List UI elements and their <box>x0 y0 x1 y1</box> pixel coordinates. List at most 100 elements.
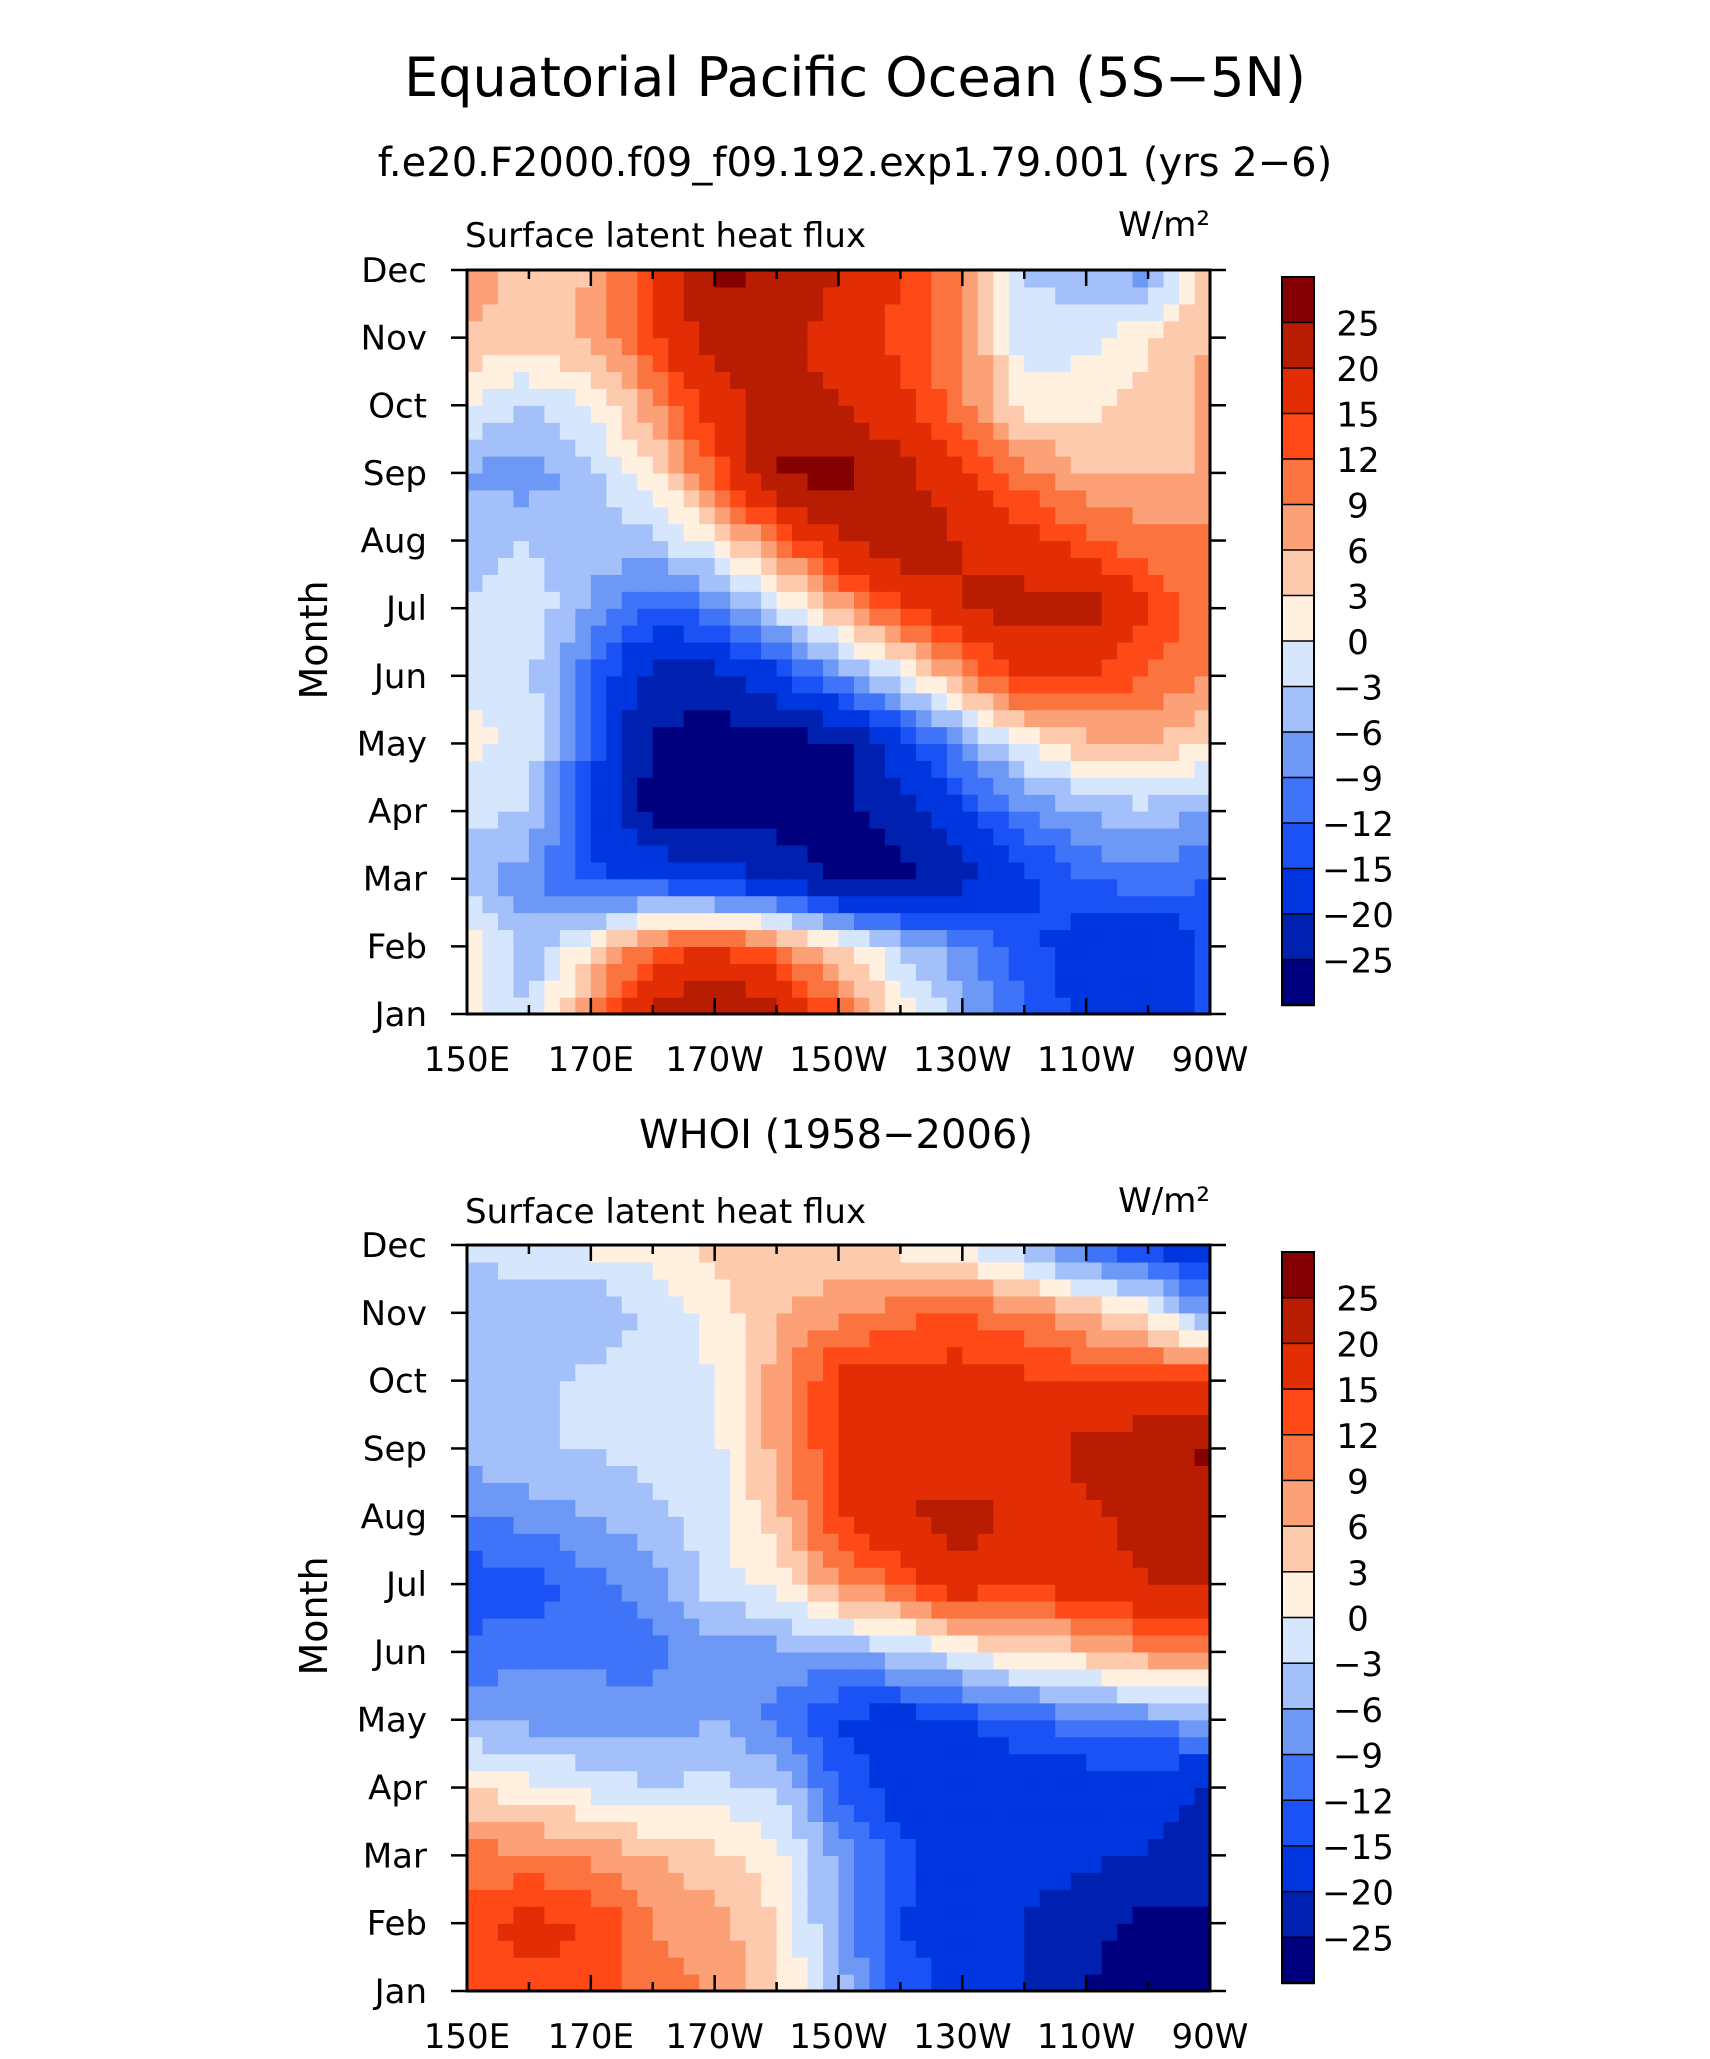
heat-cell <box>683 1821 700 1839</box>
heat-cell <box>838 1533 855 1551</box>
heat-cell <box>559 963 576 981</box>
heat-cell <box>761 726 778 745</box>
heat-cell <box>884 1346 902 1365</box>
heat-cell <box>1148 1567 1165 1585</box>
heat-cell <box>513 591 530 609</box>
heat-cell <box>467 1567 484 1585</box>
heat-cell <box>1070 1770 1087 1789</box>
heat-cell <box>621 1957 638 1975</box>
heat-cell <box>745 794 762 812</box>
heat-cell <box>590 286 607 305</box>
heat-cell <box>621 354 638 373</box>
heat-cell <box>884 844 902 863</box>
heat-cell <box>1039 1957 1056 1975</box>
heat-cell <box>1086 405 1103 423</box>
heat-cell <box>683 1634 700 1653</box>
heat-cell <box>590 1940 607 1958</box>
heat-cell <box>1132 439 1149 457</box>
heat-cell <box>683 523 700 542</box>
heat-cell <box>823 557 840 575</box>
heat-cell <box>946 1245 963 1263</box>
heat-cell <box>1008 472 1025 491</box>
heat-cell <box>1008 354 1025 373</box>
heat-cell <box>931 1906 948 1924</box>
heat-cell <box>1055 489 1072 508</box>
heat-cell <box>853 861 871 880</box>
heat-cell <box>1086 1821 1103 1839</box>
heat-cell <box>869 1974 886 1991</box>
heat-cell <box>1132 828 1149 846</box>
heat-cell <box>838 1516 855 1534</box>
heat-cell <box>915 1719 932 1738</box>
heat-cell <box>1086 1550 1103 1568</box>
heat-cell <box>792 1584 809 1602</box>
heat-cell <box>853 963 871 981</box>
heat-cell <box>792 320 809 339</box>
heat-cell <box>544 608 561 626</box>
heat-cell <box>1194 1923 1210 1941</box>
heat-cell <box>559 861 576 880</box>
heat-cell <box>1055 557 1072 575</box>
heat-cell <box>1055 1821 1072 1839</box>
heat-cell <box>544 794 561 812</box>
heat-cell <box>482 1787 499 1806</box>
heat-cell <box>1132 1855 1149 1873</box>
heat-cell <box>714 557 731 575</box>
heat-cell <box>1117 1634 1134 1653</box>
heat-cell <box>467 1465 484 1483</box>
heat-cell <box>1055 963 1072 981</box>
heat-cell <box>1039 709 1056 728</box>
heat-cell <box>1132 675 1149 694</box>
heat-cell <box>761 811 778 829</box>
heat-cell <box>714 1278 731 1297</box>
heat-cell <box>637 523 654 542</box>
heat-cell <box>714 895 731 914</box>
heat-cell <box>869 861 886 880</box>
heat-cell <box>730 1584 747 1602</box>
heat-cell <box>497 1482 515 1500</box>
heat-cell <box>590 354 607 373</box>
heat-cell <box>467 1889 484 1907</box>
heat-cell <box>915 1821 932 1839</box>
heat-cell <box>869 320 886 339</box>
colorbar-label: −20 <box>1322 896 1394 936</box>
heat-cell <box>714 878 731 897</box>
heat-cell <box>869 1702 886 1721</box>
heat-cell <box>1179 709 1196 728</box>
heat-cell <box>1039 1516 1056 1534</box>
heat-cell <box>668 1889 685 1907</box>
heat-cell <box>946 1261 963 1280</box>
heat-cell <box>482 963 499 981</box>
heat-cell <box>931 1431 948 1450</box>
heat-cell <box>1163 1482 1180 1500</box>
heat-cell <box>1055 726 1072 745</box>
heat-cell <box>993 422 1010 440</box>
heat-cell <box>853 997 871 1014</box>
heat-cell <box>590 1821 607 1839</box>
heat-cell <box>668 1821 685 1839</box>
heat-cell <box>482 540 499 559</box>
heat-cell <box>1163 489 1180 508</box>
heat-cell <box>761 1719 778 1738</box>
heat-cell <box>606 303 623 322</box>
heat-cell <box>1101 625 1118 643</box>
heat-cell <box>606 1363 623 1382</box>
heat-cell <box>606 811 623 829</box>
heat-cell <box>838 1821 855 1839</box>
heat-cell <box>745 895 762 914</box>
heat-cell <box>931 472 948 491</box>
heat-cell <box>497 1414 515 1433</box>
heat-cell <box>1086 456 1103 474</box>
heat-cell <box>1163 1618 1180 1636</box>
heat-cell <box>915 963 932 981</box>
heat-cell <box>1055 574 1072 592</box>
heat-cell <box>915 726 932 745</box>
heat-cell <box>730 1329 747 1348</box>
heat-cell <box>637 861 654 880</box>
heat-cell <box>528 1736 545 1755</box>
heat-cell <box>931 811 948 829</box>
heat-cell <box>946 540 963 559</box>
heat-cell <box>915 1550 932 1568</box>
heat-cell <box>482 1584 499 1602</box>
colorbar-label: 9 <box>1347 487 1369 527</box>
